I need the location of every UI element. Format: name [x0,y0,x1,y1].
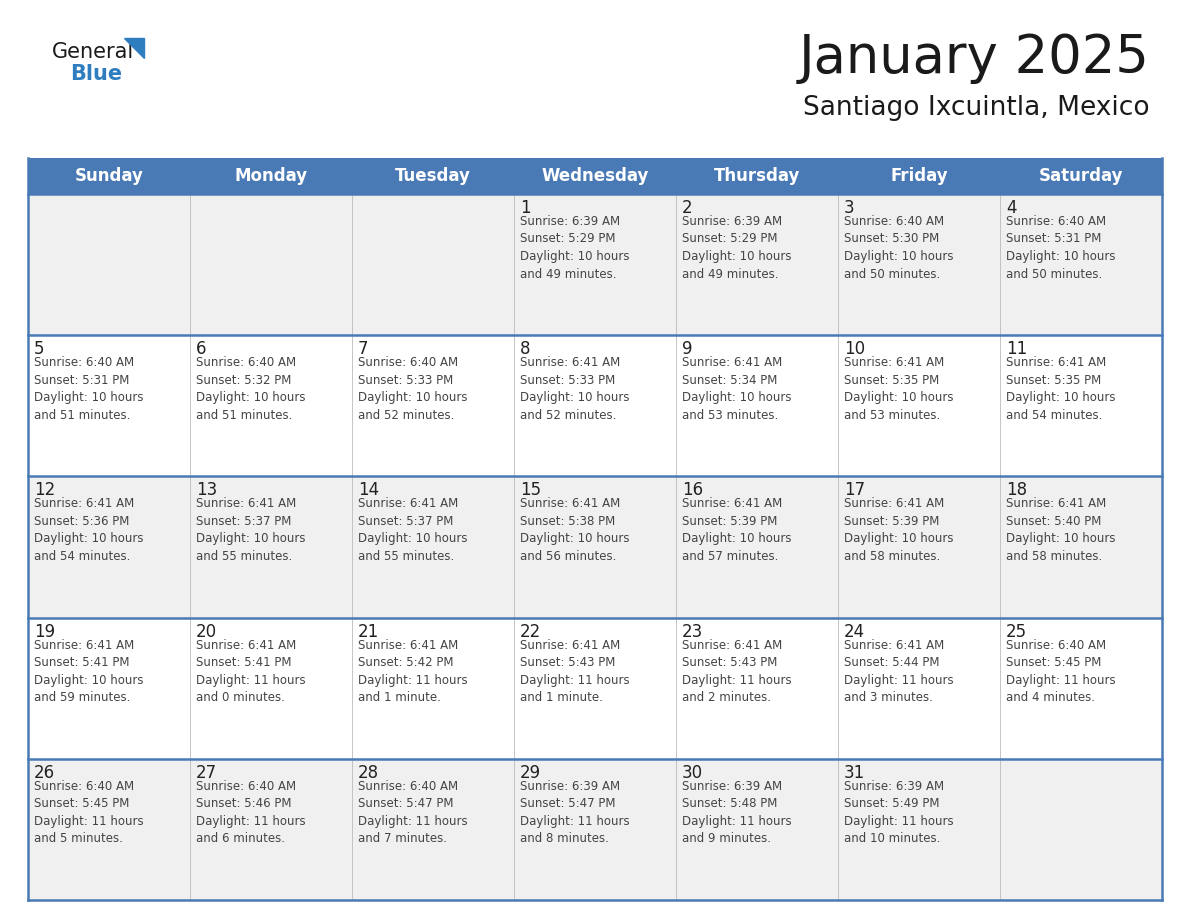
Text: 7: 7 [358,341,368,358]
Text: Sunrise: 6:41 AM
Sunset: 5:35 PM
Daylight: 10 hours
and 54 minutes.: Sunrise: 6:41 AM Sunset: 5:35 PM Dayligh… [1006,356,1116,421]
Text: Sunrise: 6:41 AM
Sunset: 5:42 PM
Daylight: 11 hours
and 1 minute.: Sunrise: 6:41 AM Sunset: 5:42 PM Dayligh… [358,639,468,704]
Text: 9: 9 [682,341,693,358]
Text: Sunrise: 6:41 AM
Sunset: 5:38 PM
Daylight: 10 hours
and 56 minutes.: Sunrise: 6:41 AM Sunset: 5:38 PM Dayligh… [520,498,630,563]
Text: 10: 10 [843,341,865,358]
Text: 24: 24 [843,622,865,641]
Text: Sunrise: 6:41 AM
Sunset: 5:36 PM
Daylight: 10 hours
and 54 minutes.: Sunrise: 6:41 AM Sunset: 5:36 PM Dayligh… [34,498,144,563]
Text: 12: 12 [34,481,56,499]
Text: Sunrise: 6:40 AM
Sunset: 5:46 PM
Daylight: 11 hours
and 6 minutes.: Sunrise: 6:40 AM Sunset: 5:46 PM Dayligh… [196,779,305,845]
Text: Saturday: Saturday [1038,167,1123,185]
Bar [29,476,1162,618]
Text: January 2025: January 2025 [800,32,1150,84]
Text: Sunrise: 6:39 AM
Sunset: 5:49 PM
Daylight: 11 hours
and 10 minutes.: Sunrise: 6:39 AM Sunset: 5:49 PM Dayligh… [843,779,954,845]
Polygon shape [124,38,144,58]
Text: 6: 6 [196,341,207,358]
Text: Sunrise: 6:41 AM
Sunset: 5:43 PM
Daylight: 11 hours
and 1 minute.: Sunrise: 6:41 AM Sunset: 5:43 PM Dayligh… [520,639,630,704]
Text: Santiago Ixcuintla, Mexico: Santiago Ixcuintla, Mexico [803,95,1150,121]
Text: Blue: Blue [70,64,122,84]
Text: 4: 4 [1006,199,1017,217]
Text: Sunrise: 6:40 AM
Sunset: 5:45 PM
Daylight: 11 hours
and 4 minutes.: Sunrise: 6:40 AM Sunset: 5:45 PM Dayligh… [1006,639,1116,704]
Bar [29,335,1162,476]
Text: Sunrise: 6:41 AM
Sunset: 5:34 PM
Daylight: 10 hours
and 53 minutes.: Sunrise: 6:41 AM Sunset: 5:34 PM Dayligh… [682,356,791,421]
Text: Sunrise: 6:39 AM
Sunset: 5:29 PM
Daylight: 10 hours
and 49 minutes.: Sunrise: 6:39 AM Sunset: 5:29 PM Dayligh… [520,215,630,281]
Text: Wednesday: Wednesday [542,167,649,185]
Text: 30: 30 [682,764,703,782]
Text: 1: 1 [520,199,531,217]
Text: Sunrise: 6:39 AM
Sunset: 5:48 PM
Daylight: 11 hours
and 9 minutes.: Sunrise: 6:39 AM Sunset: 5:48 PM Dayligh… [682,779,791,845]
Text: Sunrise: 6:41 AM
Sunset: 5:39 PM
Daylight: 10 hours
and 57 minutes.: Sunrise: 6:41 AM Sunset: 5:39 PM Dayligh… [682,498,791,563]
Text: 11: 11 [1006,341,1028,358]
Text: Sunrise: 6:39 AM
Sunset: 5:29 PM
Daylight: 10 hours
and 49 minutes.: Sunrise: 6:39 AM Sunset: 5:29 PM Dayligh… [682,215,791,281]
Text: 5: 5 [34,341,44,358]
Text: 14: 14 [358,481,379,499]
Text: Sunrise: 6:41 AM
Sunset: 5:44 PM
Daylight: 11 hours
and 3 minutes.: Sunrise: 6:41 AM Sunset: 5:44 PM Dayligh… [843,639,954,704]
Text: Sunrise: 6:41 AM
Sunset: 5:35 PM
Daylight: 10 hours
and 53 minutes.: Sunrise: 6:41 AM Sunset: 5:35 PM Dayligh… [843,356,954,421]
Text: Sunrise: 6:40 AM
Sunset: 5:45 PM
Daylight: 11 hours
and 5 minutes.: Sunrise: 6:40 AM Sunset: 5:45 PM Dayligh… [34,779,144,845]
Text: 19: 19 [34,622,55,641]
Text: Monday: Monday [234,167,308,185]
Text: 29: 29 [520,764,541,782]
Text: Sunrise: 6:41 AM
Sunset: 5:39 PM
Daylight: 10 hours
and 58 minutes.: Sunrise: 6:41 AM Sunset: 5:39 PM Dayligh… [843,498,954,563]
Text: General: General [52,42,134,62]
Text: 17: 17 [843,481,865,499]
Text: 15: 15 [520,481,541,499]
Text: Sunrise: 6:41 AM
Sunset: 5:41 PM
Daylight: 11 hours
and 0 minutes.: Sunrise: 6:41 AM Sunset: 5:41 PM Dayligh… [196,639,305,704]
Text: 23: 23 [682,622,703,641]
Text: Sunrise: 6:41 AM
Sunset: 5:37 PM
Daylight: 10 hours
and 55 minutes.: Sunrise: 6:41 AM Sunset: 5:37 PM Dayligh… [358,498,468,563]
Text: Sunrise: 6:40 AM
Sunset: 5:32 PM
Daylight: 10 hours
and 51 minutes.: Sunrise: 6:40 AM Sunset: 5:32 PM Dayligh… [196,356,305,421]
Text: Sunrise: 6:41 AM
Sunset: 5:41 PM
Daylight: 10 hours
and 59 minutes.: Sunrise: 6:41 AM Sunset: 5:41 PM Dayligh… [34,639,144,704]
Text: 25: 25 [1006,622,1028,641]
Text: 22: 22 [520,622,542,641]
Text: 16: 16 [682,481,703,499]
Text: 21: 21 [358,622,379,641]
Text: Sunrise: 6:40 AM
Sunset: 5:31 PM
Daylight: 10 hours
and 51 minutes.: Sunrise: 6:40 AM Sunset: 5:31 PM Dayligh… [34,356,144,421]
Text: Sunrise: 6:41 AM
Sunset: 5:40 PM
Daylight: 10 hours
and 58 minutes.: Sunrise: 6:41 AM Sunset: 5:40 PM Dayligh… [1006,498,1116,563]
Bar [29,759,1162,900]
Text: Sunrise: 6:40 AM
Sunset: 5:30 PM
Daylight: 10 hours
and 50 minutes.: Sunrise: 6:40 AM Sunset: 5:30 PM Dayligh… [843,215,954,281]
Bar [29,194,1162,335]
Text: Sunday: Sunday [75,167,144,185]
Text: Friday: Friday [890,167,948,185]
Text: 27: 27 [196,764,217,782]
Text: 26: 26 [34,764,55,782]
Text: Sunrise: 6:40 AM
Sunset: 5:33 PM
Daylight: 10 hours
and 52 minutes.: Sunrise: 6:40 AM Sunset: 5:33 PM Dayligh… [358,356,468,421]
Text: Sunrise: 6:41 AM
Sunset: 5:43 PM
Daylight: 11 hours
and 2 minutes.: Sunrise: 6:41 AM Sunset: 5:43 PM Dayligh… [682,639,791,704]
Text: 2: 2 [682,199,693,217]
Text: 8: 8 [520,341,531,358]
Text: Sunrise: 6:39 AM
Sunset: 5:47 PM
Daylight: 11 hours
and 8 minutes.: Sunrise: 6:39 AM Sunset: 5:47 PM Dayligh… [520,779,630,845]
Text: 3: 3 [843,199,854,217]
Text: 31: 31 [843,764,865,782]
Text: Sunrise: 6:40 AM
Sunset: 5:31 PM
Daylight: 10 hours
and 50 minutes.: Sunrise: 6:40 AM Sunset: 5:31 PM Dayligh… [1006,215,1116,281]
Text: 18: 18 [1006,481,1028,499]
Bar [29,618,1162,759]
Text: 13: 13 [196,481,217,499]
Text: Sunrise: 6:41 AM
Sunset: 5:33 PM
Daylight: 10 hours
and 52 minutes.: Sunrise: 6:41 AM Sunset: 5:33 PM Dayligh… [520,356,630,421]
Text: 28: 28 [358,764,379,782]
Text: Sunrise: 6:40 AM
Sunset: 5:47 PM
Daylight: 11 hours
and 7 minutes.: Sunrise: 6:40 AM Sunset: 5:47 PM Dayligh… [358,779,468,845]
Text: 20: 20 [196,622,217,641]
Text: Thursday: Thursday [714,167,801,185]
Bar [29,158,1162,194]
Text: Tuesday: Tuesday [396,167,470,185]
Text: Sunrise: 6:41 AM
Sunset: 5:37 PM
Daylight: 10 hours
and 55 minutes.: Sunrise: 6:41 AM Sunset: 5:37 PM Dayligh… [196,498,305,563]
